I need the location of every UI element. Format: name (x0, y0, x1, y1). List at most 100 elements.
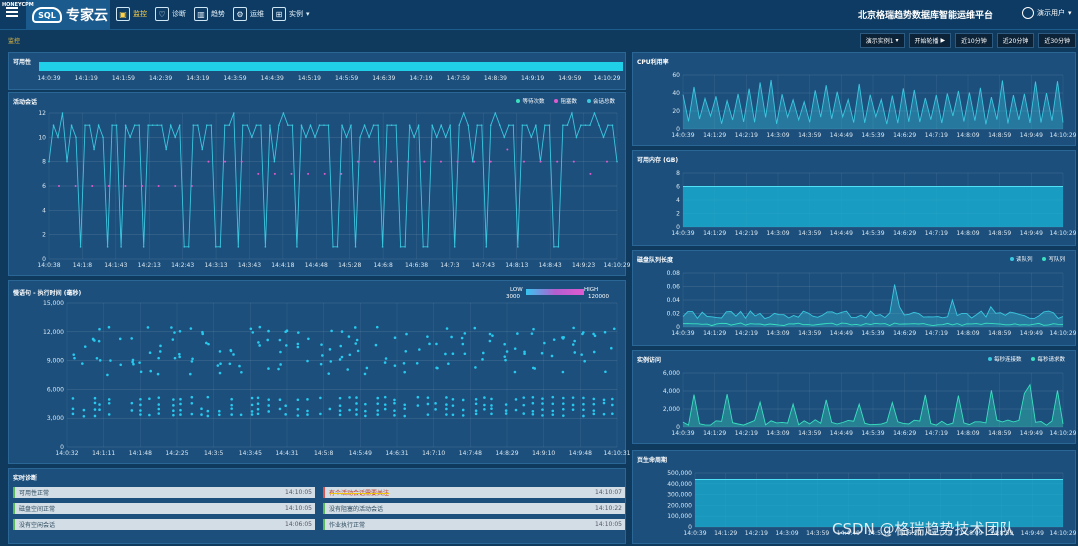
slowsql-point (450, 335, 453, 339)
app-logo[interactable]: SQL 专家云 (32, 5, 108, 25)
diagnostic-label: 作业执行正常 (329, 522, 366, 529)
nav-stethoscope[interactable]: ♡ 诊断 (155, 5, 186, 23)
range-20-button[interactable]: 近20分钟 (996, 33, 1035, 48)
diagnostic-item[interactable]: 作业执行正常 14:10:05 (323, 519, 625, 530)
nav-gear[interactable]: ⚙ 运维 (233, 5, 264, 23)
slowsql-point (296, 414, 300, 417)
sessions-point (363, 124, 366, 126)
memory-ytick: 2 (676, 211, 680, 218)
legend-wait: 等待次数 (516, 97, 544, 105)
slowsql-point (239, 413, 243, 417)
nav-label: 诊断 (172, 10, 186, 18)
slowsql-point (393, 336, 397, 340)
sessions-point (480, 124, 483, 126)
slowsql-point (513, 347, 517, 350)
slowsql-point (296, 345, 300, 349)
nav-monitor[interactable]: ▣ 监控 (116, 5, 147, 23)
slowsql-point (338, 396, 342, 400)
slowsql-point (393, 414, 396, 417)
sessions-point (377, 124, 379, 126)
slowsql-point (148, 413, 151, 417)
slowsql-point (355, 338, 359, 342)
diagnostic-item[interactable]: 没有阻塞的活动会话 14:10:22 (323, 503, 625, 514)
slowsql-point (148, 351, 152, 355)
sessions-point (512, 124, 515, 126)
sessions-blocked-point (58, 185, 60, 187)
slowsql-point (106, 373, 109, 377)
nav-trend[interactable]: ▥ 趋势 (194, 5, 225, 23)
slowsql-point (383, 361, 387, 364)
sessions-xtick: 14:4:48 (305, 262, 328, 269)
access-ytick: 2,000 (663, 406, 680, 413)
slowsql-point (230, 407, 233, 410)
slowsql-point (582, 408, 585, 412)
memory-ytick: 0 (676, 224, 680, 231)
slowsql-point (218, 350, 222, 353)
slowsql-point (611, 412, 614, 416)
memory-xtick: 14:8:09 (956, 230, 979, 237)
nav-instance[interactable]: ⊞ 实例 ▾ (272, 5, 310, 23)
slowsql-point (347, 335, 351, 338)
menu-icon[interactable] (6, 7, 18, 17)
sessions-point (174, 136, 177, 139)
sessions-point (124, 124, 127, 126)
slowsql-point (190, 401, 194, 405)
slowsql-point (445, 396, 448, 399)
memory-xtick: 14:2:19 (735, 230, 758, 237)
sessions-blocked-point (406, 160, 409, 163)
slowsql-point (428, 342, 431, 346)
sessions-point (214, 246, 217, 248)
disk-xtick: 14:1:29 (703, 330, 726, 337)
sessions-xtick: 14:8:43 (539, 262, 562, 269)
slowsql-point (249, 327, 253, 331)
diagnostic-item[interactable]: 有个活动会话需要关注 14:10:07 (323, 487, 625, 498)
user-menu[interactable]: 演示用户 ▾ (1022, 7, 1072, 19)
breadcrumb[interactable]: 监控 (8, 38, 21, 45)
availability-xtick: 14:1:19 (75, 75, 98, 82)
slowsql-ytick: 3,000 (47, 415, 64, 422)
slowsql-point (173, 356, 177, 360)
slowsql-point (562, 414, 565, 417)
diagnostic-time: 14:06:05 (285, 521, 312, 528)
cpu-ytick: 20 (672, 108, 680, 115)
slowsql-point (146, 326, 150, 329)
sessions-point (196, 124, 199, 126)
slowsql-point (403, 407, 407, 410)
slowsql-point (250, 410, 254, 413)
ple-chart: 0 100,000 200,000 300,000 400,000 500,000 14:0… (667, 470, 1076, 537)
access-chart: 0 2,000 4,000 6,000 14:0:39 14:1:29 14:2:19 14:… (663, 370, 1077, 437)
sessions-point (562, 124, 564, 126)
sessions-blocked-point (207, 160, 210, 163)
slowsql-point (488, 332, 492, 336)
sessions-ytick: 4 (42, 207, 46, 214)
diagnostic-item[interactable]: 可用性正常 14:10:05 (13, 487, 315, 498)
instance-select[interactable]: 演示实例1 ▾ (859, 33, 905, 48)
rotate-button[interactable]: 开始轮播 ▶ (908, 33, 952, 48)
diagnostic-item[interactable]: 没有空闲会话 14:06:05 (13, 519, 315, 530)
slowsql-point (306, 398, 309, 401)
sessions-point (566, 124, 569, 126)
diagnostic-item[interactable]: 磁盘空间正常 14:10:05 (13, 503, 315, 514)
access-panel: 实例访问 每秒连接数 每秒请求数 0 2,000 4,000 6,000 14:0:39… (632, 350, 1077, 444)
slowsql-point (93, 408, 97, 411)
sessions-point (548, 124, 551, 126)
slowsql-point (571, 408, 575, 411)
slowsql-point (306, 359, 309, 363)
slowsql-point (138, 361, 141, 364)
slowsql-point (490, 412, 493, 416)
sessions-point (386, 124, 388, 126)
range-10-button[interactable]: 近10分钟 (955, 33, 993, 48)
slowsql-point (189, 327, 193, 330)
legend-conn: 每秒连接数 (987, 355, 1021, 363)
slowsql-point (82, 408, 86, 412)
slowsql-point (93, 396, 97, 400)
app-name: 专家云 (66, 8, 108, 24)
slowsql-point (267, 404, 271, 407)
slowsql-point (130, 409, 134, 412)
sessions-point (282, 112, 285, 114)
cpu-ytick: 40 (672, 90, 680, 97)
range-30-button[interactable]: 近30分钟 (1038, 33, 1076, 48)
sessions-xtick: 14:10:29 (604, 262, 631, 269)
sessions-point (476, 124, 479, 126)
sessions-point (435, 136, 438, 139)
